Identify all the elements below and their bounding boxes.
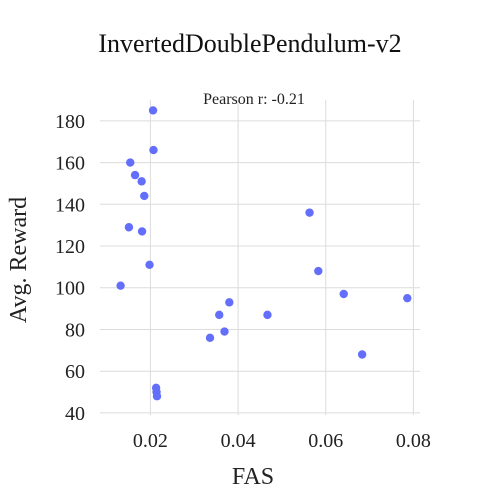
y-tick-label: 180 xyxy=(55,111,85,133)
data-point xyxy=(263,310,272,320)
data-point xyxy=(126,158,135,167)
y-tick-label: 140 xyxy=(55,194,85,216)
x-tick-label: 0.08 xyxy=(396,430,431,452)
data-point xyxy=(225,298,234,307)
y-tick-label: 80 xyxy=(65,319,85,341)
data-point xyxy=(220,327,229,336)
data-point xyxy=(149,145,158,155)
x-axis-label: FAS xyxy=(232,464,274,490)
data-point xyxy=(314,266,323,276)
y-tick-label: 60 xyxy=(65,361,85,383)
x-tick-label: 0.06 xyxy=(308,430,343,452)
data-point xyxy=(152,392,162,401)
chart-title: InvertedDoublePendulum-v2 xyxy=(98,29,401,58)
data-point xyxy=(403,293,412,303)
pearson-annotation: Pearson r: -0.21 xyxy=(203,91,305,108)
tick-labels: 0.02 0.04 0.06 0.08 40 60 80 100 120 140 160 180 xyxy=(55,111,431,452)
data-point xyxy=(205,333,215,343)
y-axis-label: Avg. Reward xyxy=(6,197,32,323)
data-point xyxy=(124,223,134,232)
y-tick-label: 100 xyxy=(55,278,85,300)
data-point xyxy=(148,106,158,115)
data-point xyxy=(137,177,146,186)
gridlines xyxy=(100,100,420,415)
data-points xyxy=(116,106,412,401)
x-tick-label: 0.04 xyxy=(221,430,256,452)
y-tick-label: 120 xyxy=(55,236,85,258)
data-point xyxy=(137,227,147,236)
data-point xyxy=(215,310,224,320)
data-point xyxy=(305,208,314,217)
data-point xyxy=(145,260,154,270)
data-point xyxy=(357,350,367,359)
data-point xyxy=(130,170,140,180)
y-tick-label: 40 xyxy=(65,403,85,425)
data-point xyxy=(339,289,348,299)
y-tick-label: 160 xyxy=(55,153,85,175)
x-tick-label: 0.02 xyxy=(133,430,168,452)
data-point xyxy=(116,281,125,290)
data-point xyxy=(140,191,149,201)
